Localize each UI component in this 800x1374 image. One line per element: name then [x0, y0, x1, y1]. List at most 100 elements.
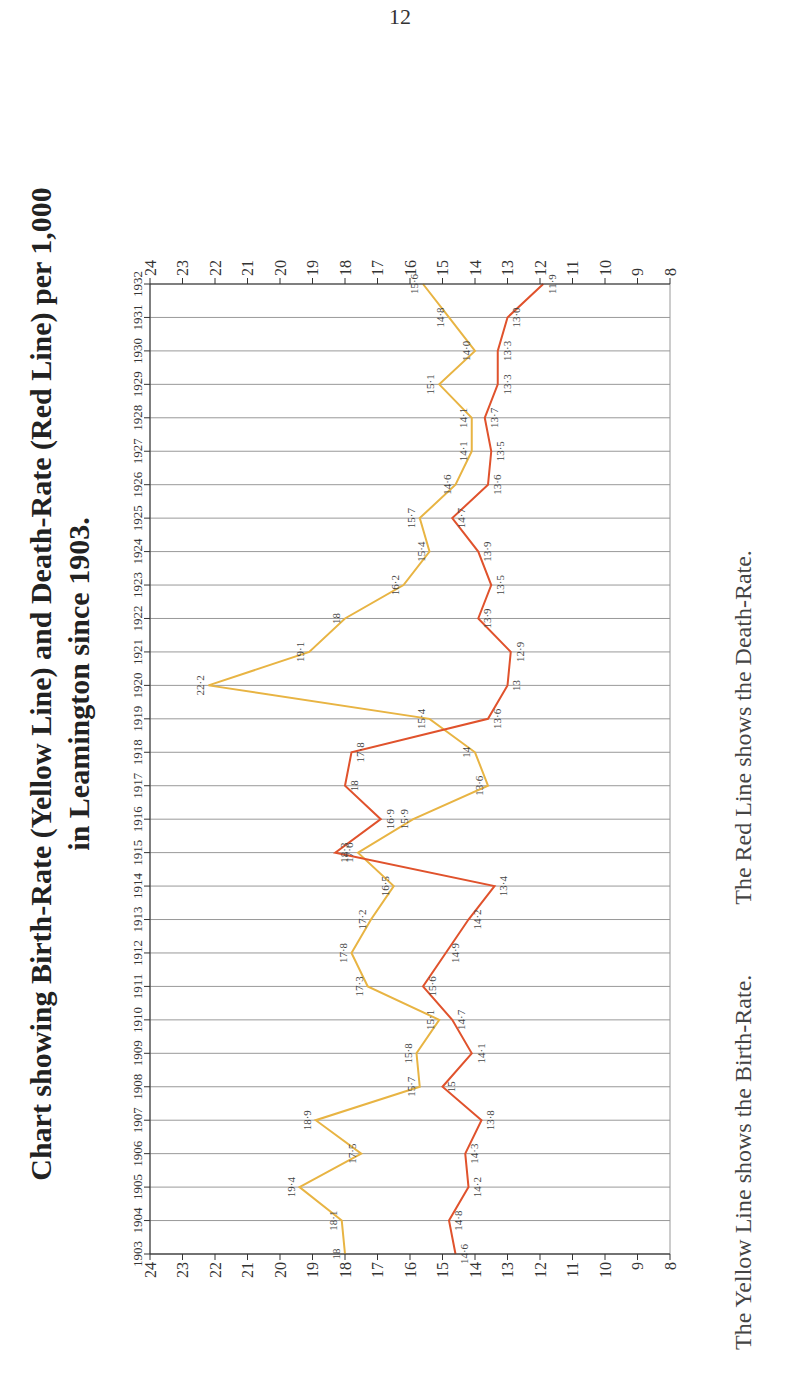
svg-text:1923: 1923	[130, 572, 145, 598]
svg-text:1914: 1914	[130, 873, 145, 900]
svg-text:1916: 1916	[130, 806, 145, 833]
svg-text:14·7: 14·7	[455, 508, 467, 529]
svg-text:19: 19	[304, 260, 321, 276]
svg-text:17: 17	[369, 260, 386, 276]
svg-text:18: 18	[330, 1248, 342, 1260]
svg-text:15·1: 15·1	[424, 1010, 436, 1030]
svg-text:13·5: 13·5	[494, 441, 506, 462]
svg-text:1930: 1930	[130, 338, 145, 364]
svg-text:18·9: 18·9	[301, 1110, 313, 1131]
svg-text:18: 18	[348, 780, 360, 792]
svg-text:22·2: 22·2	[194, 675, 206, 695]
svg-text:1929: 1929	[130, 371, 145, 397]
svg-text:23: 23	[174, 260, 191, 276]
svg-text:1906: 1906	[130, 1140, 145, 1167]
svg-text:15·4: 15·4	[415, 541, 427, 562]
svg-text:12·9: 12·9	[514, 641, 526, 662]
svg-text:24: 24	[142, 1262, 159, 1278]
svg-text:14·7: 14·7	[455, 1009, 467, 1030]
svg-text:13·9: 13·9	[481, 608, 493, 629]
svg-text:13·3: 13·3	[501, 340, 513, 361]
svg-text:1907: 1907	[130, 1107, 145, 1134]
svg-text:13·5: 13·5	[494, 574, 506, 595]
svg-text:1922: 1922	[130, 605, 145, 631]
svg-text:15·1: 15·1	[424, 374, 436, 394]
svg-text:1911: 1911	[130, 974, 145, 1000]
svg-text:14·0: 14·0	[460, 340, 472, 361]
svg-text:14·2: 14·2	[471, 1177, 483, 1197]
svg-text:1928: 1928	[130, 405, 145, 431]
svg-text:24: 24	[142, 260, 159, 276]
svg-text:19·1: 19·1	[294, 642, 306, 662]
svg-text:9: 9	[629, 268, 646, 276]
svg-text:10: 10	[597, 260, 614, 276]
svg-text:16·2: 16·2	[389, 575, 401, 595]
svg-text:11: 11	[564, 261, 581, 276]
svg-text:17·3: 17·3	[353, 976, 365, 997]
svg-text:11: 11	[564, 1262, 581, 1277]
svg-text:1921: 1921	[130, 639, 145, 665]
svg-text:13·9: 13·9	[481, 541, 493, 562]
svg-text:17·8: 17·8	[354, 742, 366, 763]
svg-text:15·7: 15·7	[405, 508, 417, 529]
svg-text:1910: 1910	[130, 1007, 145, 1033]
svg-text:16·9: 16·9	[384, 809, 396, 830]
svg-text:19·4: 19·4	[285, 1177, 297, 1198]
svg-text:16: 16	[402, 1262, 419, 1278]
svg-text:21: 21	[239, 260, 256, 276]
svg-text:1908: 1908	[130, 1074, 145, 1100]
svg-text:1905: 1905	[130, 1174, 145, 1200]
svg-text:1917: 1917	[130, 772, 145, 799]
svg-text:14·1: 14·1	[475, 1043, 487, 1063]
svg-text:13·7: 13·7	[488, 407, 500, 428]
svg-text:13·3: 13·3	[501, 374, 513, 395]
svg-text:15·8: 15·8	[402, 1043, 414, 1064]
svg-text:1919: 1919	[130, 706, 145, 732]
svg-text:13·0: 13·0	[510, 307, 522, 328]
svg-text:17·8: 17·8	[337, 942, 349, 963]
svg-text:1913: 1913	[130, 907, 145, 933]
svg-text:13·6: 13·6	[473, 775, 485, 796]
svg-text:22: 22	[207, 1262, 224, 1278]
svg-text:15·4: 15·4	[415, 708, 427, 729]
svg-text:13: 13	[499, 1262, 516, 1278]
svg-text:14·1: 14·1	[457, 408, 469, 428]
svg-text:14·2: 14·2	[471, 909, 483, 929]
svg-text:18: 18	[337, 260, 354, 276]
svg-text:14: 14	[467, 1262, 484, 1278]
svg-text:17: 17	[369, 1262, 386, 1278]
svg-text:14·6: 14·6	[441, 474, 453, 495]
svg-text:1931: 1931	[130, 304, 145, 330]
svg-text:15: 15	[445, 1081, 457, 1093]
svg-text:16·5: 16·5	[379, 875, 391, 896]
svg-text:1912: 1912	[130, 940, 145, 966]
svg-text:14·6: 14·6	[458, 1243, 470, 1264]
svg-text:10: 10	[597, 1262, 614, 1278]
svg-text:1925: 1925	[130, 505, 145, 531]
svg-text:13: 13	[510, 679, 522, 691]
svg-text:14·9: 14·9	[449, 942, 461, 963]
svg-text:1904: 1904	[130, 1207, 145, 1234]
svg-text:1909: 1909	[130, 1040, 145, 1066]
svg-text:14: 14	[460, 746, 472, 758]
svg-text:1920: 1920	[130, 672, 145, 698]
svg-text:15·6: 15·6	[408, 273, 420, 294]
svg-text:13·4: 13·4	[497, 875, 509, 896]
svg-text:1918: 1918	[130, 739, 145, 765]
svg-text:21: 21	[239, 1262, 256, 1278]
svg-text:19: 19	[304, 1262, 321, 1278]
svg-text:1927: 1927	[130, 438, 145, 465]
svg-text:20: 20	[272, 260, 289, 276]
svg-text:12: 12	[532, 1262, 549, 1278]
svg-text:23: 23	[174, 1262, 191, 1278]
svg-text:15·7: 15·7	[405, 1076, 417, 1097]
svg-text:13·6: 13·6	[491, 474, 503, 495]
svg-text:18: 18	[337, 1262, 354, 1278]
svg-text:13: 13	[499, 260, 516, 276]
svg-text:18·3: 18·3	[338, 842, 350, 863]
svg-text:14: 14	[467, 260, 484, 276]
svg-text:1924: 1924	[130, 538, 145, 565]
svg-text:14·8: 14·8	[452, 1210, 464, 1231]
svg-text:18: 18	[330, 612, 342, 624]
svg-text:14·1: 14·1	[457, 441, 469, 461]
